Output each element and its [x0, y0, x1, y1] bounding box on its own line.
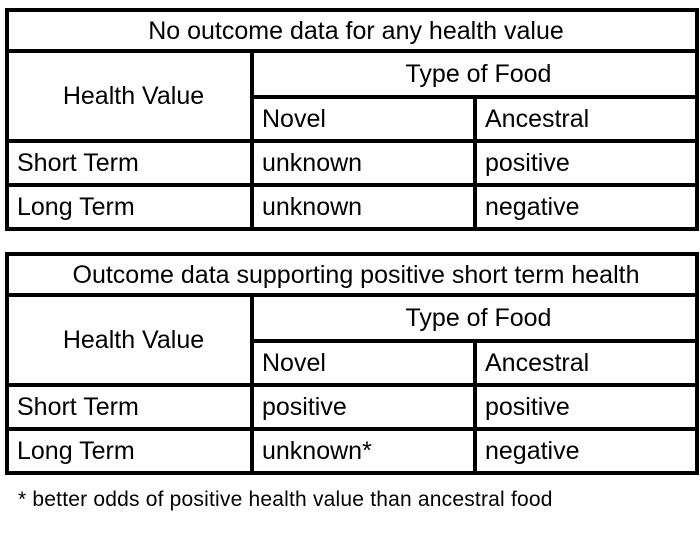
table-row: Outcome data supporting positive short t… — [4, 252, 700, 297]
row-header-short-term: Short Term — [5, 139, 254, 187]
table-title: Outcome data supporting positive short t… — [4, 252, 700, 297]
table-row: Long Term unknown* negative — [5, 427, 700, 475]
col-header-ancestral: Ancestral — [473, 95, 699, 143]
cell-short-term-ancestral: positive — [472, 383, 700, 431]
footnote-asterisk-note: * better odds of positive health value t… — [18, 488, 553, 511]
table-row: Short Term positive positive — [5, 383, 700, 431]
table-outcome-positive-short-term: Outcome data supporting positive short t… — [4, 252, 700, 475]
table-no-outcome-data: No outcome data for any health value Hea… — [5, 8, 699, 231]
cell-short-term-ancestral: positive — [473, 139, 699, 187]
corner-header-health-value: Health Value — [5, 49, 254, 143]
row-header-short-term: Short Term — [5, 383, 254, 431]
cell-short-term-novel: positive — [250, 383, 477, 431]
col-header-novel: Novel — [250, 95, 477, 143]
table-row: Short Term unknown positive — [5, 139, 699, 187]
page: No outcome data for any health value Hea… — [4, 8, 700, 511]
col-header-ancestral: Ancestral — [472, 339, 700, 387]
table-row: No outcome data for any health value — [5, 8, 699, 53]
cell-long-term-novel-unknown-asterisk: unknown* — [250, 427, 477, 475]
table-title: No outcome data for any health value — [5, 8, 699, 53]
table-row: Novel Ancestral — [7, 95, 699, 143]
row-header-long-term: Long Term — [5, 183, 254, 231]
row-header-long-term: Long Term — [5, 427, 254, 475]
table-row: Health Value Type of Food — [5, 49, 699, 143]
col-group-header-type-of-food: Type of Food — [250, 49, 699, 99]
cell-long-term-ancestral: negative — [472, 427, 700, 475]
col-header-novel: Novel — [250, 339, 477, 387]
table-spacer — [5, 231, 695, 252]
cell-short-term-novel: unknown — [250, 139, 477, 187]
cell-long-term-ancestral: negative — [473, 183, 699, 231]
corner-header-health-value: Health Value — [5, 293, 254, 387]
table-row: Long Term unknown negative — [5, 183, 699, 231]
table-row: Health Value Type of Food — [5, 293, 700, 387]
cell-long-term-novel: unknown — [250, 183, 477, 231]
col-group-header-type-of-food: Type of Food — [249, 293, 700, 343]
table-row: Novel Ancestral — [7, 339, 700, 387]
